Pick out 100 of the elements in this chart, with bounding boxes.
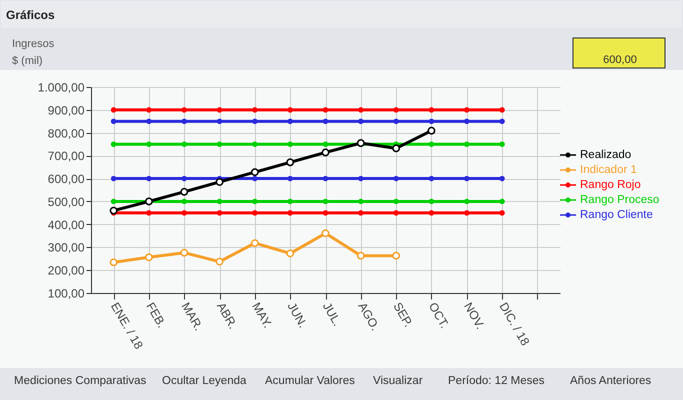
legend-label: Rango Rojo	[580, 179, 641, 191]
point	[286, 249, 294, 258]
point	[393, 176, 399, 182]
point	[216, 258, 224, 266]
point	[428, 198, 434, 204]
y-tick-label: 700,00	[48, 149, 85, 164]
point	[146, 118, 152, 124]
point	[392, 144, 400, 152]
point	[393, 210, 399, 216]
point	[146, 176, 152, 182]
point	[428, 126, 436, 135]
text: Años Anteriores	[570, 375, 652, 387]
point	[250, 168, 259, 176]
point	[358, 210, 364, 216]
point	[252, 210, 258, 216]
text: Período: 12 Meses	[448, 375, 545, 387]
point	[499, 176, 505, 182]
point	[322, 148, 330, 156]
point	[252, 107, 258, 113]
point	[180, 248, 188, 257]
point	[464, 210, 470, 216]
point	[216, 118, 222, 124]
point	[181, 210, 187, 216]
point	[428, 176, 434, 182]
point	[322, 107, 328, 113]
point	[322, 176, 328, 182]
point	[499, 198, 505, 204]
point	[252, 176, 258, 182]
legend-label: Indicador 1	[580, 164, 637, 176]
point	[428, 107, 434, 113]
text: Ocultar Leyenda	[162, 375, 247, 387]
point	[181, 118, 187, 124]
point	[286, 158, 294, 166]
point	[287, 118, 293, 124]
point	[499, 210, 505, 216]
y-tick-label: 1.000,00	[38, 80, 85, 94]
point	[181, 141, 187, 147]
point	[428, 141, 434, 147]
point	[428, 118, 434, 124]
y-tick-label: 200,00	[48, 264, 85, 278]
point	[250, 239, 259, 248]
point	[287, 198, 293, 204]
point	[110, 107, 116, 113]
point	[110, 141, 116, 147]
point	[216, 178, 224, 186]
point	[358, 107, 364, 113]
chart-title: Ingresos	[12, 38, 55, 50]
point	[322, 198, 328, 204]
point	[392, 252, 400, 260]
point	[322, 210, 328, 216]
point	[216, 210, 222, 216]
point	[146, 107, 152, 113]
point	[146, 210, 152, 216]
point	[216, 107, 222, 113]
point	[252, 118, 258, 124]
y-tick-label: 400,00	[48, 218, 85, 232]
y-tick-label: 800,00	[48, 126, 85, 140]
point	[145, 253, 153, 262]
point	[287, 107, 293, 113]
point	[146, 141, 152, 147]
point	[252, 141, 258, 147]
point	[216, 198, 222, 204]
legend-label: Rango Proceso	[580, 194, 660, 206]
point	[499, 107, 505, 113]
point	[393, 107, 399, 113]
legend-label: Realizado	[580, 149, 632, 161]
point	[393, 198, 399, 204]
point	[358, 118, 364, 124]
point	[216, 141, 222, 147]
text: Gráficos	[6, 8, 56, 22]
y-tick-label: 900,00	[48, 103, 85, 118]
point	[287, 141, 293, 147]
text: 600,00	[603, 54, 637, 66]
point	[464, 118, 470, 124]
y-tick-label: 500,00	[48, 194, 85, 209]
text: Visualizar	[373, 375, 423, 387]
point	[181, 107, 187, 113]
point	[180, 188, 188, 196]
point	[110, 258, 118, 266]
point	[252, 198, 258, 204]
point	[356, 252, 365, 260]
point	[322, 229, 330, 238]
point	[499, 141, 505, 147]
point	[464, 141, 470, 147]
point	[110, 198, 116, 204]
point	[393, 118, 399, 124]
point	[110, 118, 116, 124]
text: Mediciones Comparativas	[14, 375, 147, 387]
point	[428, 210, 434, 216]
legend-label: Rango Cliente	[580, 209, 653, 221]
point	[110, 206, 118, 215]
text: Acumular Valores	[265, 375, 356, 387]
point	[356, 139, 365, 147]
point	[464, 107, 470, 113]
y-tick-label: 600,00	[48, 172, 85, 186]
point	[287, 210, 293, 216]
point	[322, 118, 328, 124]
chart-subtitle: $ (mil)	[12, 55, 43, 67]
point	[322, 141, 328, 147]
y-tick-label: 100,00	[48, 286, 85, 300]
